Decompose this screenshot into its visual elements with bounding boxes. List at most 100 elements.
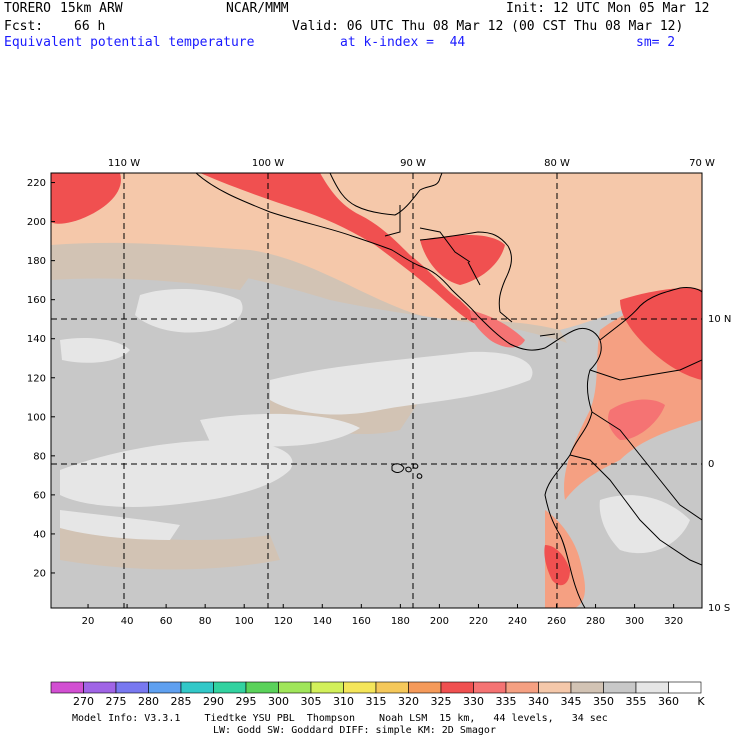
lat-label: 10 S [708,603,730,614]
physics-info: LW: Godd SW: Goddard DIFF: simple KM: 2D… [213,725,496,736]
map-frame [50,172,703,609]
colorbar-swatch [213,681,247,694]
field-light-4 [200,413,360,447]
lon-label: 110 W [108,158,140,169]
x-tick-label: 220 [469,616,488,627]
colorbar-swatch [635,681,669,694]
colorbar-label: 350 [593,695,614,708]
field-tan-north [51,173,702,330]
x-tick-label: 260 [547,616,566,627]
model-resolution: 15km ARW [60,1,123,16]
colorbar-swatch [668,681,702,694]
colorbar-unit: K [697,695,705,708]
colorbar [50,681,702,694]
colorbar-swatch [538,681,572,694]
colorbar-label: 290 [203,695,224,708]
x-tick-label: 60 [160,616,173,627]
y-tick-label: 220 [27,178,46,189]
lon-labels: 110 W 100 W 90 W 80 W 70 W [108,158,715,169]
x-tick-label: 80 [199,616,212,627]
field-tan-strip [51,248,260,290]
colorbar-label: 320 [398,695,419,708]
colorbar-labels: 270 275 280 285 290 295 300 305 310 315 320 325 330 3… [73,695,679,708]
y-tick-label: 160 [27,295,46,306]
field-light-3 [270,351,533,415]
x-tick-label: 20 [82,616,95,627]
pacific-coastline [195,173,602,608]
colorbar-label: 285 [171,695,192,708]
x-tick-label: 40 [121,616,134,627]
field-name: Equivalent potential temperature [4,35,255,50]
colorbar-swatch [180,681,214,694]
field-red-colombia [608,399,665,440]
x-tick-label: 180 [391,616,410,627]
x-tick-marks [87,604,675,608]
x-tick-label: 160 [352,616,371,627]
valid-time: Valid: 06 UTC Thu 08 Mar 12 (00 CST Thu … [292,19,684,34]
colorbar-swatch [148,681,182,694]
colorbar-label: 335 [496,695,517,708]
lon-label: 70 W [689,158,715,169]
colorbar-label: 315 [366,695,387,708]
field-red-nw [51,173,121,224]
lat-label: 10 N [708,314,731,325]
colorbar-label: 355 [626,695,647,708]
colorbar-swatch [245,681,279,694]
field-red-venezuela [620,288,702,380]
smoothing-value: sm= 2 [636,35,676,50]
caribbean-coast [419,231,512,313]
y-tick-labels: 220 200 180 160 140 120 100 80 60 40 20 [27,178,46,579]
field-red-mexico [200,173,479,325]
colorbar-swatch [473,681,507,694]
y-tick-label: 180 [27,256,46,267]
colorbar-label: 305 [301,695,322,708]
x-tick-labels: 20 40 60 80 100 120 140 160 180 200 220 240 260 280 30… [82,616,684,627]
y-tick-label: 140 [27,334,46,345]
colorbar-label: 300 [268,695,289,708]
x-tick-label: 140 [313,616,332,627]
colorbar-swatch [310,681,344,694]
level-index: at k-index = 44 [340,35,466,50]
colorbar-swatch [505,681,539,694]
model-info: Model Info: V3.3.1 Tiedtke YSU PBL Thomp… [72,713,608,724]
colorbar-swatch [83,681,117,694]
coastlines [195,173,702,608]
country-borders [384,205,702,566]
colorbar-swatch [440,681,474,694]
forecast-hour: 66 h [74,19,106,34]
colorbar-label: 330 [463,695,484,708]
colorbar-label: 280 [138,695,159,708]
colorbar-label: 295 [236,695,257,708]
y-tick-label: 60 [33,490,46,501]
colorbar-label: 340 [528,695,549,708]
y-tick-label: 40 [33,529,46,540]
x-tick-label: 120 [274,616,293,627]
yucatan-coast [329,173,443,216]
forecast-label: Fcst: [4,19,44,34]
y-tick-marks [51,182,55,574]
x-tick-label: 200 [430,616,449,627]
field-salmon-peru [545,510,585,608]
lat-label: 0 [708,459,714,470]
colorbar-swatch [278,681,312,694]
field-tan-patch-south [60,520,280,570]
field-light-5 [60,440,293,507]
y-tick-label: 80 [33,451,46,462]
theta-e-field [51,173,702,608]
init-time: Init: 12 UTC Mon 05 Mar 12 [506,1,710,16]
field-light-1 [135,288,243,333]
y-tick-label: 120 [27,373,46,384]
x-tick-label: 300 [625,616,644,627]
colorbar-swatch [115,681,149,694]
field-red-honduras [420,235,505,285]
x-tick-label: 280 [586,616,605,627]
colorbar-swatch [603,681,637,694]
colorbar-label: 270 [73,695,94,708]
colorbar-label: 275 [106,695,127,708]
colorbar-label: 345 [561,695,582,708]
lon-label: 90 W [400,158,426,169]
galapagos-islands [391,463,423,479]
colorbar-label: 325 [431,695,452,708]
field-light-2 [60,338,130,363]
